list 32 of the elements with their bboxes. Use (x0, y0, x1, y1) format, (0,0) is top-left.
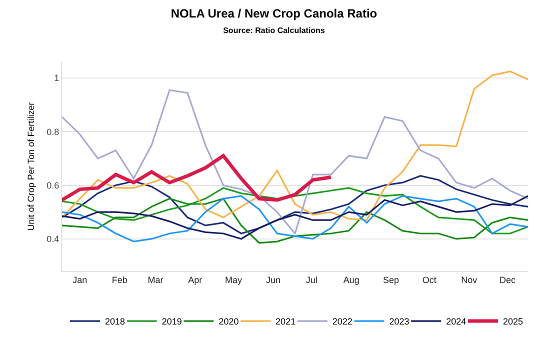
y-tick-label: 0.4 (46, 234, 60, 244)
x-tick-label: Dec (500, 274, 516, 285)
x-tick-label: Sep (383, 274, 400, 285)
y-tick-label: 0.8 (46, 126, 60, 137)
x-tick-label: Oct (422, 274, 437, 285)
x-tick-label: Jul (306, 274, 318, 285)
legend-label: 2020 (218, 316, 239, 327)
x-tick-label: Jun (266, 274, 280, 285)
legend-label: 2018 (105, 316, 126, 327)
y-tick-label: 0.6 (46, 180, 60, 190)
x-tick-label: Nov (461, 274, 478, 285)
x-tick-label: May (225, 274, 243, 285)
line-series (62, 154, 333, 202)
line-series (62, 89, 528, 234)
legend-label: 2025 (502, 316, 523, 327)
line-series (62, 175, 528, 234)
y-tick-label: 1 (54, 73, 60, 84)
legend-label: 2019 (162, 316, 182, 327)
legend-label: 2022 (332, 316, 352, 327)
legend-label: 2023 (389, 316, 410, 327)
legend-label: 2024 (446, 316, 466, 327)
x-tick-label: Aug (343, 274, 360, 285)
line-series (62, 187, 528, 234)
x-tick-label: Apr (188, 274, 202, 285)
line-series (62, 70, 528, 221)
x-tick-label: Feb (112, 274, 128, 285)
x-tick-label: Jan (72, 274, 88, 285)
x-tick-label: Mar (148, 274, 164, 285)
y-axis-title: Unit of Crop Per Ton of Fertilizer (26, 102, 36, 231)
chart-title: NOLA Urea / New Crop Canola Ratio (170, 6, 378, 20)
chart-subtitle: Source: Ratio Calculations (223, 26, 326, 35)
legend-label: 2021 (276, 316, 296, 327)
